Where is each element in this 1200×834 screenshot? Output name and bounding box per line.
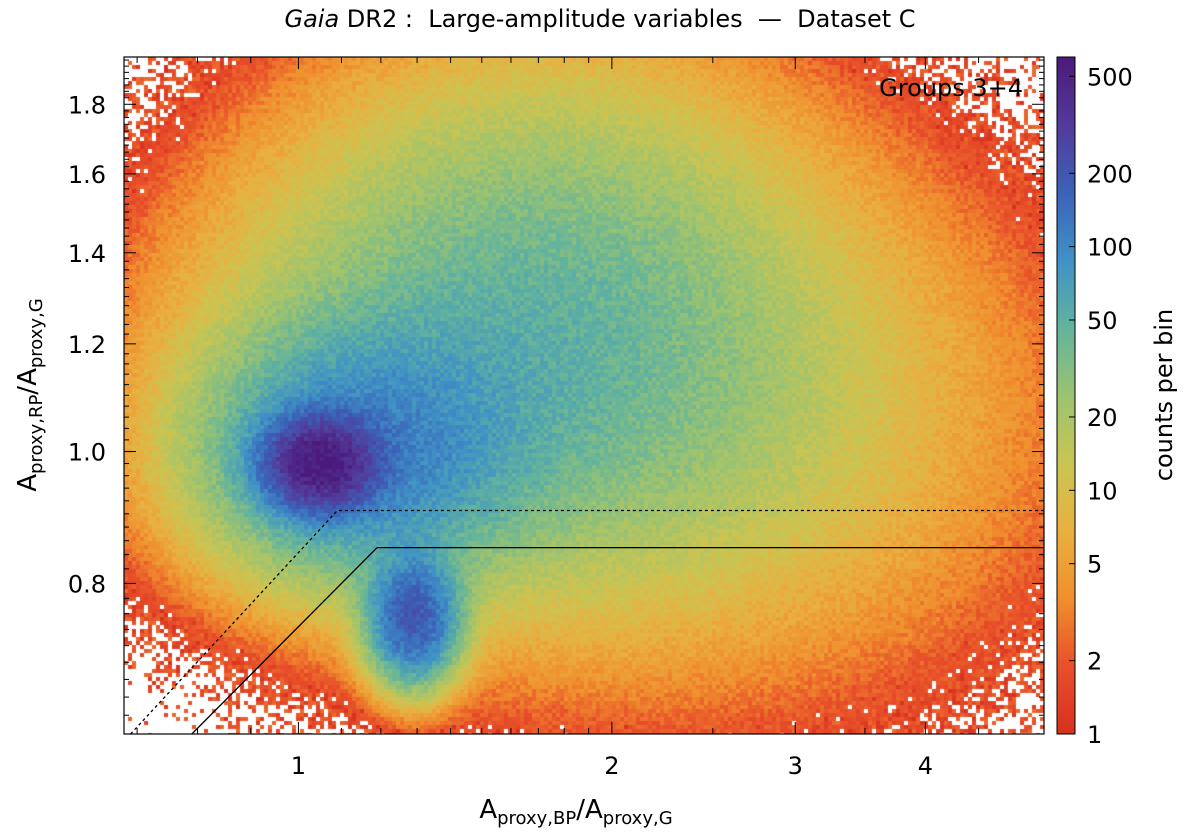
selection-lines — [130, 509, 1044, 735]
colorbar-tick-label: 100 — [1087, 234, 1133, 262]
colorbar-tick-label: 200 — [1087, 160, 1133, 188]
title-italic: Gaia — [284, 5, 339, 33]
x-axis-label: Aproxy,BP/Aproxy,G — [479, 795, 672, 829]
colorbar-tick-label: 500 — [1087, 63, 1133, 91]
heatmap-area — [124, 57, 1044, 734]
solid-selection-boundary — [191, 546, 1044, 735]
plot-frame — [123, 56, 1045, 735]
colorbar — [1056, 56, 1076, 735]
y-axis-label: Aproxy,RP/Aproxy,G — [13, 298, 47, 492]
axis-ticks: 1 2 3 4 0.8 1.0 1.2 1.4 1.6 1.8 — [68, 57, 1044, 780]
colorbar-tick-label: 20 — [1087, 404, 1118, 432]
y-tick-label: 1.8 — [68, 91, 106, 119]
colorbar-tick-label: 2 — [1087, 648, 1102, 676]
colorbar-tick-label: 50 — [1087, 307, 1118, 335]
y-tick-label: 1.0 — [68, 439, 106, 467]
colorbar-tick-label: 10 — [1087, 477, 1118, 505]
colorbar-ticks: 1 2 5 10 20 50 100 200 500 — [1069, 63, 1133, 749]
colorbar-tick-label: 5 — [1087, 551, 1102, 579]
dashed-selection-boundary — [130, 509, 1044, 735]
x-tick-label: 1 — [291, 752, 306, 780]
chart-title: Gaia DR2 : Large-amplitude variables — D… — [284, 5, 915, 33]
x-tick-label: 4 — [918, 752, 933, 780]
colorbar-tick-label: 1 — [1087, 721, 1102, 749]
group-annotation: Groups 3+4 — [879, 74, 1023, 102]
y-tick-label: 1.4 — [68, 240, 106, 268]
title-rest: DR2 : Large-amplitude variables — Datase… — [339, 5, 915, 33]
colorbar-label: counts per bin — [1150, 309, 1178, 481]
y-tick-label: 1.2 — [68, 331, 106, 359]
y-tick-label: 0.8 — [68, 570, 106, 598]
x-tick-label: 3 — [788, 752, 803, 780]
y-tick-label: 1.6 — [68, 161, 106, 189]
x-tick-label: 2 — [604, 752, 619, 780]
